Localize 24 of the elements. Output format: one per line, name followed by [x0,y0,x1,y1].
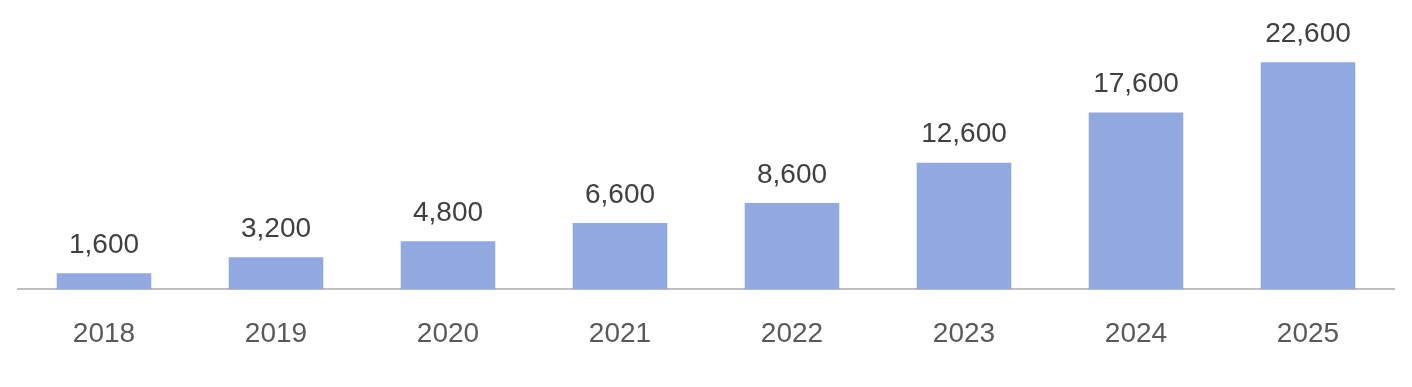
bar [56,273,152,290]
bar [1260,62,1356,290]
data-label: 6,600 [584,177,656,209]
x-tick-label: 2022 [760,316,824,348]
x-tick-label: 2024 [1104,316,1168,348]
data-label: 12,600 [921,117,1007,149]
data-label: 3,200 [240,211,312,243]
data-label: 8,600 [756,157,828,189]
x-tick-label: 2025 [1276,316,1340,348]
bar [228,257,324,290]
x-tick-label: 2018 [72,316,136,348]
x-tick-label: 2021 [588,316,652,348]
data-label: 4,800 [412,195,484,227]
bar [572,223,668,290]
bar [744,202,840,290]
bar [400,241,496,290]
data-label: 1,600 [68,228,140,260]
x-tick-label: 2020 [416,316,480,348]
x-tick-label: 2023 [932,316,996,348]
data-label: 22,600 [1265,16,1351,48]
bar [916,162,1012,290]
data-label: 17,600 [1093,67,1179,99]
bar [1088,112,1184,290]
x-tick-label: 2019 [244,316,308,348]
